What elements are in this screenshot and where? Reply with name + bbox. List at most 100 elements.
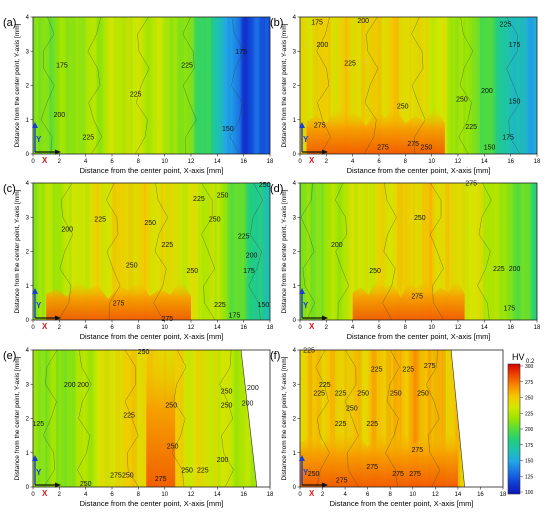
- contour-label: 250: [167, 443, 179, 450]
- x-tick-label: 6: [110, 325, 114, 331]
- contour-label: 250: [414, 215, 426, 222]
- high-hardness-zone: [306, 106, 445, 154]
- heatmap-streak: [420, 17, 426, 154]
- colorbar-tick-label: 100: [525, 490, 534, 496]
- contour-label: 200: [217, 457, 229, 464]
- contour-line: [58, 183, 74, 320]
- heatmap-streak: [184, 17, 187, 154]
- heatmap-streak: [230, 183, 235, 320]
- x-axis-label: Distance from the center point, X-axis […: [80, 166, 224, 175]
- x-tick-label: 14: [481, 159, 488, 165]
- heatmap-streak: [474, 17, 480, 154]
- y-tick-label: 0: [26, 152, 30, 158]
- heatmap-streak: [353, 350, 356, 487]
- heatmap-streak: [450, 350, 455, 487]
- heatmap-streak: [93, 350, 96, 487]
- heatmap-streak: [422, 350, 425, 487]
- heatmap-streak: [310, 183, 315, 320]
- heatmap-streak: [194, 17, 197, 154]
- heatmap-streak: [350, 17, 355, 154]
- heatmap-streak: [241, 183, 245, 320]
- contour-line: [248, 183, 263, 320]
- heatmap-streak: [334, 17, 338, 154]
- heatmap-streak: [485, 17, 490, 154]
- colorbar-tick-label: 225: [525, 411, 534, 417]
- contour-line: [124, 350, 139, 487]
- colorbar-title-subscript: 0.2: [526, 359, 535, 365]
- x-tick-label: 2: [325, 159, 329, 165]
- heatmap-streak: [99, 350, 103, 487]
- contour-line: [43, 350, 58, 487]
- x-tick-label: 16: [477, 492, 484, 498]
- heatmap-streak: [95, 183, 100, 320]
- contour-label: 275: [465, 181, 477, 188]
- y-tick-label: 4: [293, 181, 297, 187]
- contour-label: 175: [502, 134, 514, 141]
- contour-line: [182, 17, 197, 154]
- contour-label: 150: [509, 98, 521, 105]
- heatmap-streak: [63, 183, 65, 320]
- heatmap-streak: [404, 17, 409, 154]
- high-hardness-zone: [300, 427, 458, 487]
- contour-label: 200: [509, 266, 521, 273]
- heatmap-streak: [257, 183, 262, 320]
- heatmap-streak: [467, 183, 469, 320]
- x-tick-label: 10: [161, 159, 168, 165]
- contour-label: 150: [222, 126, 234, 133]
- heatmap-streak: [445, 183, 449, 320]
- contour-label: 275: [392, 471, 404, 478]
- contour-label: 225: [123, 413, 135, 420]
- heatmap-streak: [315, 183, 322, 320]
- y-axis-label: Distance from the center point, Y-axis […: [281, 23, 288, 147]
- contour-label: 250: [259, 182, 271, 189]
- heatmap-streak: [160, 183, 164, 320]
- heatmap-streak: [442, 17, 446, 154]
- y-tick-label: 3: [293, 49, 297, 55]
- x-tick-label: 4: [351, 159, 355, 165]
- heatmap-streak: [423, 183, 430, 320]
- heatmap-streak: [321, 350, 324, 487]
- heatmap-streak: [469, 17, 473, 154]
- y-tick-label: 0: [293, 485, 297, 491]
- contour-label: 250: [144, 220, 156, 227]
- x-tick-label: 2: [58, 159, 62, 165]
- contour-label: 225: [402, 366, 414, 373]
- contour-label: 225: [465, 124, 477, 131]
- heatmap-streak: [316, 350, 323, 487]
- y-arrow-head: [299, 288, 305, 294]
- heatmap-streak: [36, 183, 38, 320]
- y-tick-label: 0: [293, 318, 297, 324]
- heatmap-streak: [458, 17, 463, 154]
- x-tick-label: 2: [58, 492, 62, 498]
- heatmap-streak: [515, 183, 521, 320]
- contour-label: 225: [193, 196, 205, 203]
- heatmap-streak: [339, 350, 346, 487]
- colorbar-tick-label: 175: [525, 443, 534, 449]
- x-tick-label: 10: [409, 492, 416, 498]
- heatmap-streak: [225, 183, 227, 320]
- heatmap-field: [33, 350, 257, 487]
- heatmap-streak: [312, 17, 319, 154]
- heatmap-streak: [372, 350, 377, 487]
- heatmap-streak: [149, 183, 154, 320]
- contour-line: [506, 17, 521, 154]
- contour-label: 250: [80, 481, 92, 488]
- contour-label: 250: [221, 402, 233, 409]
- contour-label: 200: [64, 382, 76, 389]
- contour-line: [201, 183, 216, 320]
- heatmap-streak: [381, 350, 385, 487]
- heatmap-streak: [398, 17, 402, 154]
- heatmap-streak: [232, 17, 239, 154]
- contour-line: [316, 17, 331, 154]
- contour-label: 225: [197, 467, 209, 474]
- colorbar-tick-label: 300: [525, 364, 534, 370]
- contour-label: 275: [161, 316, 173, 323]
- x-tick-label: 12: [188, 492, 195, 498]
- contour-line: [87, 17, 103, 154]
- heatmap-streak: [50, 350, 57, 487]
- heatmap-streak: [155, 183, 161, 320]
- panel-label: (a): [3, 17, 16, 29]
- contour-label: 250: [138, 349, 150, 356]
- heatmap-streak: [59, 17, 62, 154]
